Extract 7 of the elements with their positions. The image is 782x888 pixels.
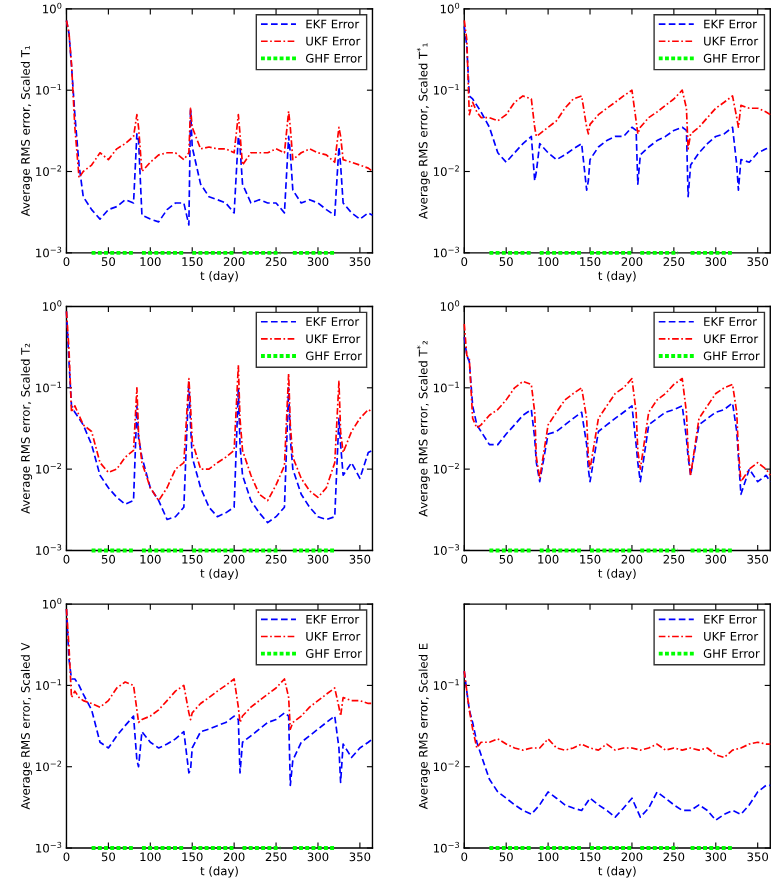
line-series [463,25,772,198]
line-series [463,323,772,483]
line-series [463,336,772,496]
line-series [65,608,374,730]
line-series [463,670,772,759]
line-series [463,19,772,150]
line-series [65,19,374,179]
